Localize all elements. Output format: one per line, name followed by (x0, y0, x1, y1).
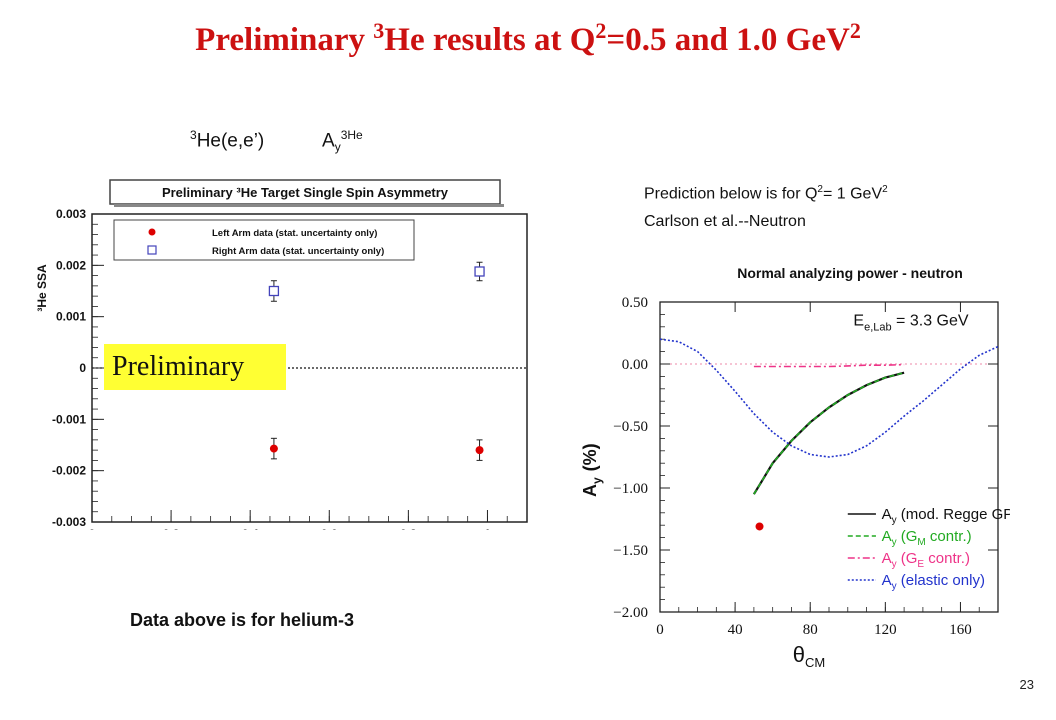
data-point-left-arm (269, 444, 278, 453)
page-number: 23 (1019, 677, 1034, 692)
x-tick-label: 160 (949, 622, 972, 638)
y-tick-label: -0.002 (52, 464, 86, 478)
legend-label-rest: (elastic only) (897, 572, 985, 589)
x-axis-label-main: θ (793, 642, 805, 667)
legend-label-rest: (G (897, 550, 918, 567)
legend-label-2: Ay (GE contr.) (882, 550, 970, 570)
legend-label-main: A (882, 550, 892, 567)
legend-label: Left Arm data (stat. uncertainty only) (212, 228, 377, 239)
y-tick-label: −1.00 (613, 481, 648, 497)
x-tick-label: 40 (728, 622, 743, 638)
y-tick-label: 0.002 (56, 258, 86, 272)
he-reaction-label: 3He(e,e’) (190, 128, 265, 152)
neutron-analyzing-power-chart: Normal analyzing power - neutron 0.50 0.0… (580, 265, 1010, 670)
y-tick-label: 0.003 (56, 207, 86, 221)
legend-marker-left-arm (148, 228, 156, 236)
data-point-left-arm (475, 446, 484, 455)
chart-title-shadow (114, 204, 504, 207)
x-axis-label-sub: CM (805, 655, 825, 670)
data-point-right-arm (474, 266, 485, 277)
y-tick-label: 0.001 (56, 310, 86, 324)
slide-title: Preliminary 3He results at Q2=0.5 and 1.… (195, 18, 861, 58)
legend-label-sub: y (892, 559, 897, 570)
legend: Ay (mod. Regge GPD)Ay (GM contr.)Ay (GE … (847, 506, 1010, 592)
data-point-right-arm (268, 285, 280, 297)
legend-label-sub2: M (917, 537, 925, 548)
preliminary-stamp: Preliminary (104, 344, 286, 390)
legend-label-sub: y (892, 537, 897, 548)
legend-label-rest2: contr.) (924, 550, 970, 567)
y-tick-label: 0.50 (622, 295, 648, 311)
x-tick-label: 80 (803, 622, 818, 638)
preliminary-stamp-text: Preliminary (112, 351, 245, 382)
legend-label-1: Ay (GM contr.) (882, 528, 972, 548)
x-axis-label: θCM (793, 642, 825, 670)
x-tick-label: 0.8 (400, 527, 417, 530)
series-line-2 (753, 363, 905, 368)
x-tick-label: 0 (89, 527, 96, 530)
red-marker-dot (755, 522, 764, 531)
prediction-note: Prediction below is for Q2= 1 GeV2 Carls… (644, 184, 888, 231)
legend-label-main: A (882, 506, 892, 523)
legend-label-3: Ay (elastic only) (882, 572, 985, 592)
legend: Left Arm data (stat. uncertainty only) Ri… (113, 219, 415, 261)
y-tick-label: −1.50 (613, 543, 648, 559)
x-tick-label: 0.4 (242, 527, 259, 530)
x-tick-label: 120 (874, 622, 897, 638)
y-tick-label: 0 (79, 361, 86, 375)
legend-label-sub: y (892, 581, 897, 592)
y-axis-label-rest: (%) (580, 443, 600, 471)
y-tick-label: -0.003 (52, 515, 86, 529)
energy-annotation-rest: = 3.3 GeV (892, 313, 969, 330)
legend-label-rest2: contr.) (926, 528, 972, 545)
legend-label-0: Ay (mod. Regge GPD) (882, 506, 1010, 526)
legend-label-sub2: E (917, 559, 924, 570)
energy-annotation-main: E (853, 313, 864, 330)
legend-label-rest: (G (897, 528, 918, 545)
he3-ssa-chart: Preliminary ³He Target Single Spin Asymm… (35, 179, 528, 530)
y-tick-label: −0.50 (613, 419, 648, 435)
chart-title: Preliminary ³He Target Single Spin Asymm… (162, 185, 449, 200)
y-tick-label: 0.00 (622, 357, 648, 373)
x-tick-label: 0.2 (163, 527, 180, 530)
x-tick-label: 0 (656, 622, 664, 638)
y-tick-label: -0.001 (52, 412, 86, 426)
legend-label-sub: y (892, 515, 897, 526)
asymmetry-label: Ay3He (322, 128, 363, 155)
y-axis-label-sub: y (590, 477, 604, 484)
chart-title: Normal analyzing power - neutron (737, 265, 963, 281)
legend-box (113, 219, 415, 261)
legend-label-rest: (mod. Regge GPD) (897, 506, 1010, 523)
energy-annotation-sub: e,Lab (864, 322, 892, 334)
series-line-1 (753, 371, 905, 495)
legend-marker-right-arm (147, 245, 157, 255)
y-axis-label: Ay (%) (580, 443, 604, 497)
data-above-note: Data above is for helium-3 (130, 610, 355, 630)
series-line-0 (752, 371, 905, 495)
chart-title-box (109, 179, 501, 205)
legend-label-main: A (882, 528, 892, 545)
x-tick-label: 0.6 (321, 527, 338, 530)
y-axis-label-main: A (580, 484, 600, 497)
y-axis-label: ³He SSA (35, 264, 49, 312)
x-tick-label: 1 (484, 527, 491, 530)
series-line-3 (659, 338, 999, 458)
energy-annotation: Ee,Lab = 3.3 GeV (853, 313, 968, 334)
y-tick-label: −2.00 (613, 605, 648, 621)
legend-label: Right Arm data (stat. uncertainty only) (212, 246, 384, 257)
legend-label-main: A (882, 572, 892, 589)
